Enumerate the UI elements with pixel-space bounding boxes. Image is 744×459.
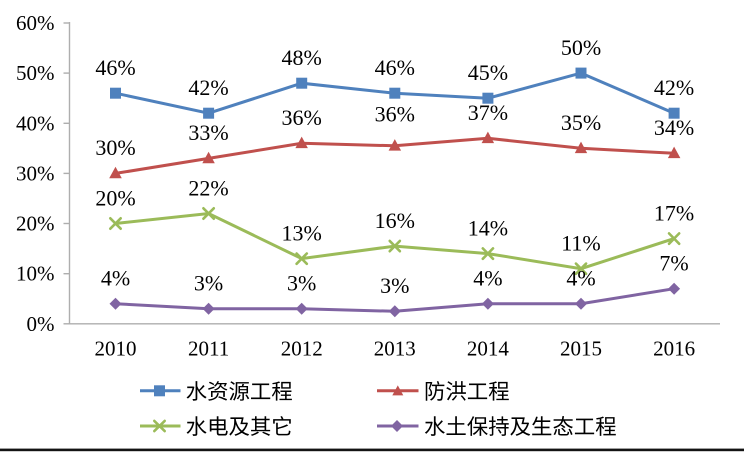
svg-text:2010: 2010: [95, 337, 137, 361]
svg-text:20%: 20%: [16, 212, 55, 236]
svg-text:4%: 4%: [566, 266, 595, 291]
svg-text:16%: 16%: [375, 208, 415, 233]
svg-text:11%: 11%: [561, 231, 601, 256]
svg-text:10%: 10%: [16, 262, 55, 286]
svg-text:2016: 2016: [653, 337, 695, 361]
svg-text:37%: 37%: [468, 100, 508, 125]
svg-text:3%: 3%: [287, 271, 316, 296]
svg-text:2012: 2012: [281, 337, 323, 361]
svg-text:30%: 30%: [16, 161, 55, 185]
svg-text:20%: 20%: [95, 185, 135, 210]
svg-text:2013: 2013: [374, 337, 416, 361]
svg-text:13%: 13%: [282, 220, 322, 245]
svg-text:45%: 45%: [468, 60, 508, 85]
svg-text:36%: 36%: [375, 101, 415, 126]
svg-text:4%: 4%: [473, 266, 502, 291]
svg-text:40%: 40%: [16, 111, 55, 135]
svg-text:2011: 2011: [188, 337, 229, 361]
svg-text:22%: 22%: [188, 175, 228, 200]
svg-text:0%: 0%: [27, 312, 55, 336]
svg-text:48%: 48%: [282, 45, 322, 70]
svg-text:14%: 14%: [468, 215, 508, 240]
svg-text:4%: 4%: [101, 266, 130, 291]
svg-text:2014: 2014: [467, 337, 510, 361]
svg-text:3%: 3%: [194, 271, 223, 296]
svg-text:50%: 50%: [561, 35, 601, 60]
svg-text:7%: 7%: [659, 251, 688, 276]
svg-text:60%: 60%: [16, 11, 55, 35]
svg-text:42%: 42%: [654, 75, 694, 100]
svg-text:17%: 17%: [654, 200, 694, 225]
svg-text:46%: 46%: [375, 55, 415, 80]
svg-text:46%: 46%: [95, 55, 135, 80]
svg-text:33%: 33%: [188, 120, 228, 145]
svg-text:34%: 34%: [654, 115, 694, 140]
svg-text:30%: 30%: [95, 135, 135, 160]
svg-text:36%: 36%: [282, 105, 322, 130]
svg-text:35%: 35%: [561, 110, 601, 135]
svg-text:2015: 2015: [560, 337, 602, 361]
svg-text:50%: 50%: [16, 61, 55, 85]
svg-text:42%: 42%: [188, 75, 228, 100]
svg-text:3%: 3%: [380, 273, 409, 298]
